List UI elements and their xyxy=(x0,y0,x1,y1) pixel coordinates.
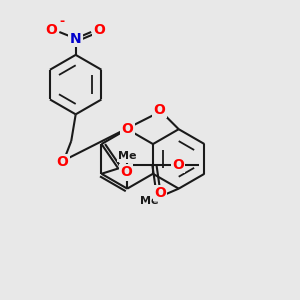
Text: Me: Me xyxy=(140,196,158,206)
Text: N: N xyxy=(70,32,82,46)
Text: O: O xyxy=(45,22,57,37)
Text: Me: Me xyxy=(118,151,136,161)
Text: O: O xyxy=(154,186,166,200)
Text: O: O xyxy=(94,22,105,37)
Text: O: O xyxy=(172,158,184,172)
Text: O: O xyxy=(154,103,165,117)
Text: -: - xyxy=(59,15,64,28)
Text: O: O xyxy=(56,155,68,169)
Text: O: O xyxy=(121,122,133,136)
Text: O: O xyxy=(120,165,132,179)
